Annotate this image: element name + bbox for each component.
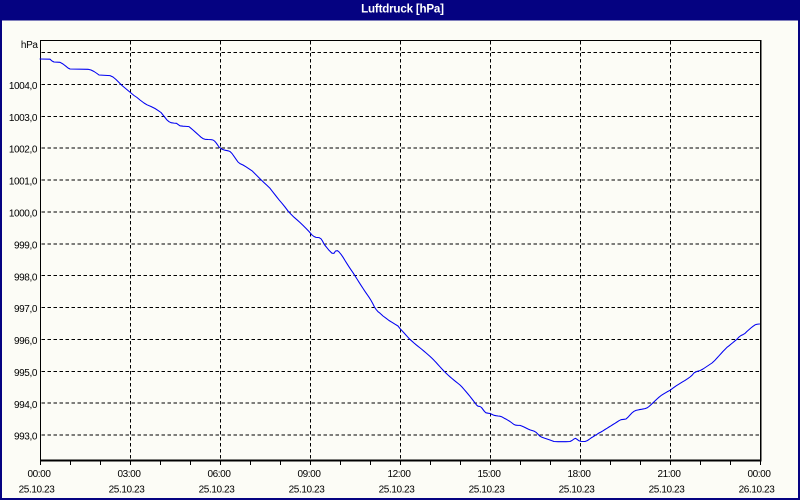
svg-text:00:00: 00:00	[747, 469, 771, 480]
svg-text:00:00: 00:00	[27, 469, 51, 480]
svg-text:1002,0: 1002,0	[9, 145, 38, 156]
svg-text:21:00: 21:00	[657, 469, 681, 480]
svg-text:25.10.23: 25.10.23	[109, 485, 146, 496]
svg-text:993,0: 993,0	[14, 432, 38, 443]
svg-text:996,0: 996,0	[14, 336, 38, 347]
svg-text:hPa: hPa	[21, 40, 38, 51]
svg-text:999,0: 999,0	[14, 240, 38, 251]
svg-text:15:00: 15:00	[477, 469, 501, 480]
svg-text:25.10.23: 25.10.23	[379, 485, 416, 496]
svg-text:Luftdruck [hPa]: Luftdruck [hPa]	[361, 3, 444, 16]
svg-text:998,0: 998,0	[14, 272, 38, 283]
svg-text:25.10.23: 25.10.23	[199, 485, 236, 496]
svg-text:1004,0: 1004,0	[9, 81, 38, 92]
svg-text:25.10.23: 25.10.23	[559, 485, 596, 496]
svg-text:25.10.23: 25.10.23	[19, 485, 56, 496]
svg-text:25.10.23: 25.10.23	[649, 485, 686, 496]
svg-text:12:00: 12:00	[387, 469, 411, 480]
svg-text:25.10.23: 25.10.23	[469, 485, 506, 496]
svg-text:995,0: 995,0	[14, 368, 38, 379]
svg-text:18:00: 18:00	[567, 469, 591, 480]
svg-text:26.10.23: 26.10.23	[739, 485, 776, 496]
svg-text:1000,0: 1000,0	[9, 209, 38, 220]
svg-text:03:00: 03:00	[117, 469, 141, 480]
svg-text:997,0: 997,0	[14, 304, 38, 315]
svg-text:1001,0: 1001,0	[9, 177, 38, 188]
svg-text:994,0: 994,0	[14, 400, 38, 411]
svg-text:1003,0: 1003,0	[9, 113, 38, 124]
svg-text:06:00: 06:00	[207, 469, 231, 480]
svg-text:09:00: 09:00	[297, 469, 321, 480]
svg-text:25.10.23: 25.10.23	[289, 485, 326, 496]
